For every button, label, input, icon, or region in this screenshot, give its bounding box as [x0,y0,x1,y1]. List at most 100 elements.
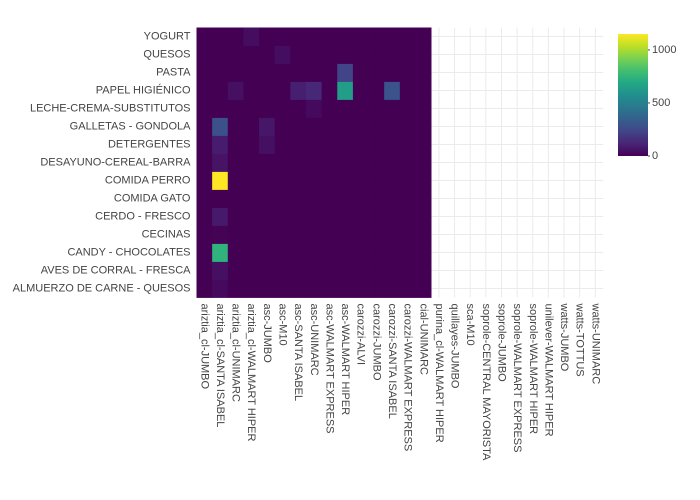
heatmap-cell [227,99,244,118]
heatmap-cell [368,279,385,298]
heatmap-cell [384,81,401,100]
y-tick-label: PAPEL HIGIÉNICO [96,84,191,97]
heatmap-cell [259,225,276,244]
heatmap-cell [352,153,369,172]
heatmap-cell [305,99,323,118]
y-tick-label: COMIDA GATO [114,193,191,205]
heatmap-cell [243,261,260,280]
heatmap-cell [368,135,385,154]
heatmap-cell [243,117,260,136]
x-tick-label: ariztia_cl-WALMART HIPER [245,304,257,442]
colorbar-tick-label: 1000 [652,44,676,56]
colorbar: 0 500 1000 [618,34,676,162]
x-tick-label: purina_cl-WALMART HIPER [433,304,445,443]
heatmap-cell [305,27,323,46]
heatmap-cell [384,171,401,190]
heatmap-cell [196,135,213,154]
heatmap-cell [415,63,432,82]
x-tick-label: carozzi-JUMBO [370,304,382,381]
heatmap-cell [274,207,291,226]
heatmap-cell [259,27,276,46]
heatmap-cell [290,225,307,244]
heatmap-cell [352,63,369,82]
heatmap-cell [305,117,323,136]
heatmap-cell [196,207,213,226]
heatmap-cell [352,117,369,136]
heatmap-cell [274,171,291,190]
x-tick-label: watts-TOTTUS [574,303,586,377]
heatmap-cell [243,153,260,172]
heatmap-cell [321,171,338,190]
heatmap-cell [259,135,276,154]
heatmap-cell [415,27,432,46]
heatmap-cell [415,117,432,136]
heatmap-cell [415,99,432,118]
heatmap-cell [212,27,229,46]
x-tick-label: soprole-WALMART EXPRESS [511,304,523,453]
heatmap-cell [259,189,276,208]
heatmap-cell [384,279,401,298]
heatmap-cell [321,27,338,46]
heatmap-cell [352,99,369,118]
y-tick-label: GALLETAS - GONDOLA [70,121,191,133]
heatmap-cell [243,189,260,208]
heatmap-cell [368,27,385,46]
heatmap-cell [274,153,291,172]
heatmap-cell [305,225,323,244]
heatmap-cell [259,99,276,118]
heatmap-cell [227,135,244,154]
x-tick-label: unilever-WALMART HIPER [542,304,554,437]
heatmap-cell [274,189,291,208]
heatmap-cell [337,243,354,262]
heatmap-cell [227,153,244,172]
heatmap-cell [321,153,338,172]
y-tick-label: CERDO - FRESCO [95,211,191,223]
heatmap-cell [337,135,354,154]
heatmap-cell [212,45,229,64]
heatmap-cell [337,207,354,226]
heatmap-cell [399,243,416,262]
y-tick-label: CANDY - CHOCOLATES [67,247,190,259]
heatmap-cell [274,279,291,298]
heatmap-cell [368,45,385,64]
y-tick-label: LECHE-CREMA-SUBSTITUTOS [30,103,191,115]
x-tick-label: asc-SANTA ISABEL [292,304,304,402]
heatmap-cell [196,99,213,118]
heatmap-cell [368,99,385,118]
heatmap-cell [337,153,354,172]
heatmap-cell [384,27,401,46]
heatmap-cell [274,261,291,280]
heatmap-cell [212,117,229,136]
heatmap-cell [399,153,416,172]
heatmap-cell [227,81,244,100]
y-tick-label: DESAYUNO-CEREAL-BARRA [40,157,191,169]
x-tick-label: asc-WALMART HIPER [339,304,351,416]
y-tick-label: YOGURT [144,31,191,43]
heatmap-cell [305,135,323,154]
heatmap-cell [212,81,229,100]
heatmap-cell [196,117,213,136]
heatmap-cell [196,81,213,100]
heatmap-cell [196,189,213,208]
heatmap-cell [321,135,338,154]
x-tick-label: asc-UNIMARC [308,304,320,376]
heatmap-cell [321,207,338,226]
heatmap-cell [290,189,307,208]
heatmap-cell [415,171,432,190]
heatmap-cell [227,225,244,244]
x-tick-label: carozzi-ALVI [355,304,367,366]
heatmap-cell [212,63,229,82]
heatmap-cell [212,279,229,298]
heatmap-cell [305,207,323,226]
heatmap-cell [321,261,338,280]
heatmap-cell [259,45,276,64]
heatmap-cell [399,189,416,208]
heatmap-cell [321,63,338,82]
heatmap-cell [212,153,229,172]
y-tick-label: DETERGENTES [108,139,191,151]
heatmap-cell [274,243,291,262]
heatmap-cell [243,99,260,118]
heatmap-cell [243,135,260,154]
heatmap-cell [384,45,401,64]
heatmap-cell [305,45,323,64]
